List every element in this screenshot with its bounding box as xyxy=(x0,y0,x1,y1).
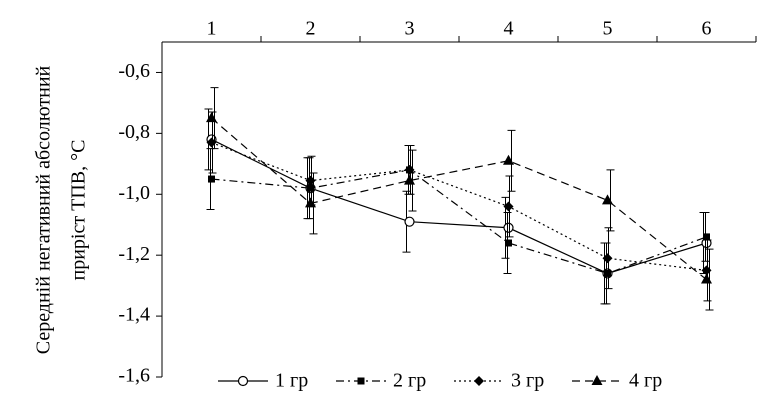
y-tick-label: -1,4 xyxy=(118,304,150,326)
data-point xyxy=(307,184,314,192)
y-tick-label: -0,6 xyxy=(118,60,150,82)
x-tick-label: 4 xyxy=(504,18,514,40)
data-point xyxy=(305,197,316,208)
y-tick-label: -0,8 xyxy=(118,121,150,143)
legend-label: 3 гр xyxy=(511,370,544,392)
legend-label: 4 гр xyxy=(629,370,662,392)
legend-marker xyxy=(357,377,365,385)
series-line xyxy=(211,138,707,275)
data-point xyxy=(604,269,611,277)
y-axis-label: Середній негативний абсолютний xyxy=(33,65,55,354)
data-point xyxy=(404,174,415,185)
legend-marker xyxy=(591,375,603,385)
x-tick-label: 5 xyxy=(603,18,613,40)
y-tick-label: -1,0 xyxy=(118,182,150,204)
x-tick-label: 2 xyxy=(306,18,316,40)
y-axis-label: приріст ТПВ, °C xyxy=(68,140,90,281)
data-point xyxy=(602,194,613,205)
x-tick-label: 6 xyxy=(702,18,712,40)
y-tick-label: -1,2 xyxy=(118,243,150,265)
data-point xyxy=(206,112,217,123)
data-point xyxy=(701,273,712,284)
legend-label: 2 гр xyxy=(393,370,426,392)
legend-marker xyxy=(237,375,249,387)
data-point xyxy=(503,222,514,233)
data-point xyxy=(503,154,514,165)
data-point xyxy=(505,239,512,247)
x-tick-label: 1 xyxy=(207,18,217,40)
legend-label: 1 гр xyxy=(275,370,308,392)
data-point xyxy=(503,201,514,212)
data-point xyxy=(703,233,710,241)
y-tick-label: -1,6 xyxy=(118,365,150,387)
legend-marker xyxy=(474,376,484,386)
series-line xyxy=(211,169,707,275)
series-line xyxy=(211,141,707,272)
x-tick-label: 3 xyxy=(405,18,415,40)
data-point xyxy=(208,175,215,183)
data-point xyxy=(602,253,613,264)
series-line xyxy=(211,117,707,281)
data-point xyxy=(404,216,415,227)
